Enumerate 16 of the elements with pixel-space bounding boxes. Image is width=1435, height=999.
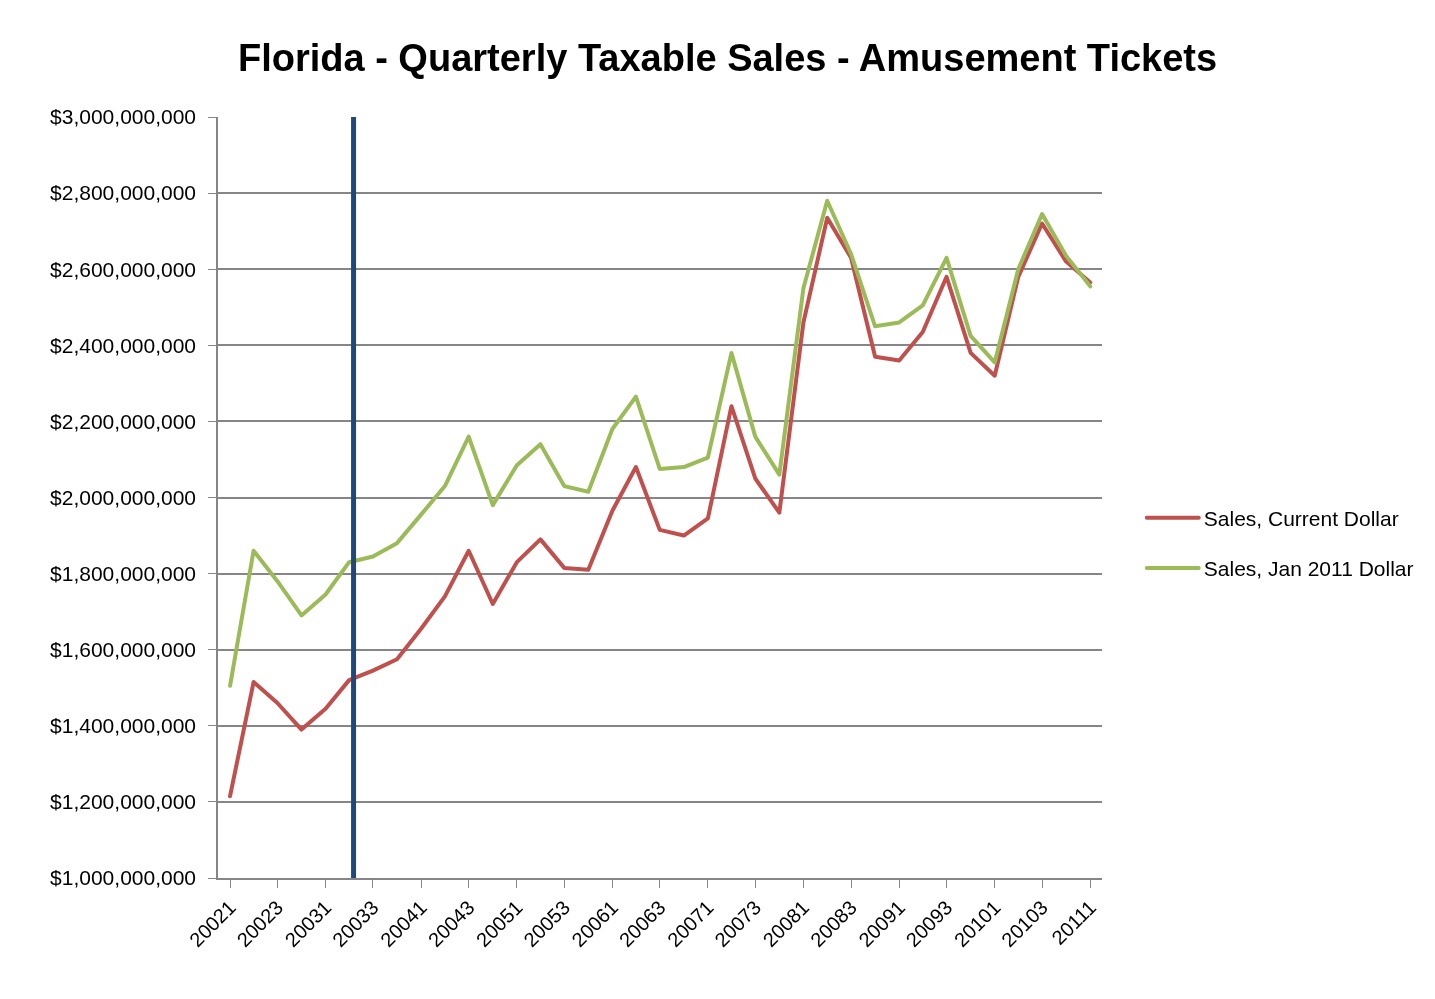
y-tick-label: $2,200,000,000 xyxy=(50,409,197,433)
y-tick-label: $1,400,000,000 xyxy=(50,714,197,738)
legend-label: Sales, Jan 2011 Dollar xyxy=(1203,557,1414,581)
y-tick-label: $1,800,000,000 xyxy=(50,561,197,585)
y-tick-label: $2,600,000,000 xyxy=(50,257,197,281)
y-tick-label: $1,000,000,000 xyxy=(50,866,197,890)
y-tick-label: $2,800,000,000 xyxy=(50,181,197,205)
legend-label: Sales, Current Dollar xyxy=(1203,507,1399,530)
y-tick-label: $1,200,000,000 xyxy=(50,790,197,814)
line-series xyxy=(228,198,1093,688)
y-tick-label: $2,400,000,000 xyxy=(50,333,197,357)
y-tick-label: $2,000,000,000 xyxy=(50,485,197,509)
chart-title: Florida - Quarterly Taxable Sales - Amusement Tickets xyxy=(237,37,1218,80)
y-tick-label: $1,600,000,000 xyxy=(50,638,197,662)
y-tick-label: $3,000,000,000 xyxy=(50,105,197,129)
line-series xyxy=(228,215,1093,799)
